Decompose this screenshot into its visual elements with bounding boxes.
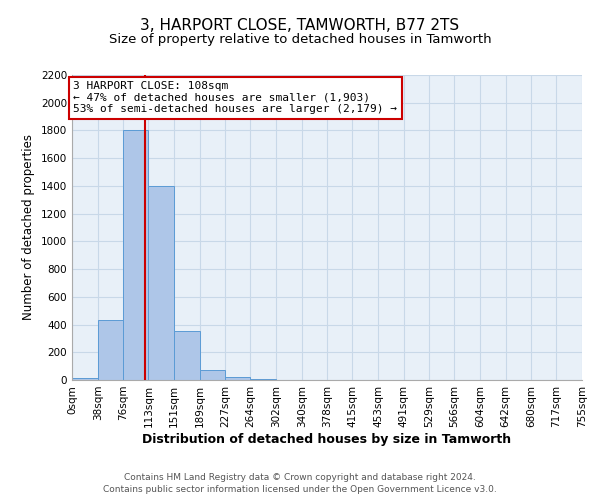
- Text: Size of property relative to detached houses in Tamworth: Size of property relative to detached ho…: [109, 32, 491, 46]
- X-axis label: Distribution of detached houses by size in Tamworth: Distribution of detached houses by size …: [142, 432, 512, 446]
- Bar: [200, 370, 226, 380]
- Bar: [174, 332, 200, 380]
- Text: 3, HARPORT CLOSE, TAMWORTH, B77 2TS: 3, HARPORT CLOSE, TAMWORTH, B77 2TS: [140, 18, 460, 32]
- Text: Contains HM Land Registry data © Crown copyright and database right 2024.: Contains HM Land Registry data © Crown c…: [124, 473, 476, 482]
- Text: Contains public sector information licensed under the Open Government Licence v3: Contains public sector information licen…: [103, 484, 497, 494]
- Y-axis label: Number of detached properties: Number of detached properties: [22, 134, 35, 320]
- Bar: [98, 320, 124, 380]
- Bar: [124, 130, 148, 380]
- Bar: [148, 186, 174, 380]
- Bar: [72, 378, 98, 380]
- Bar: [226, 376, 250, 380]
- Text: 3 HARPORT CLOSE: 108sqm
← 47% of detached houses are smaller (1,903)
53% of semi: 3 HARPORT CLOSE: 108sqm ← 47% of detache…: [73, 81, 397, 114]
